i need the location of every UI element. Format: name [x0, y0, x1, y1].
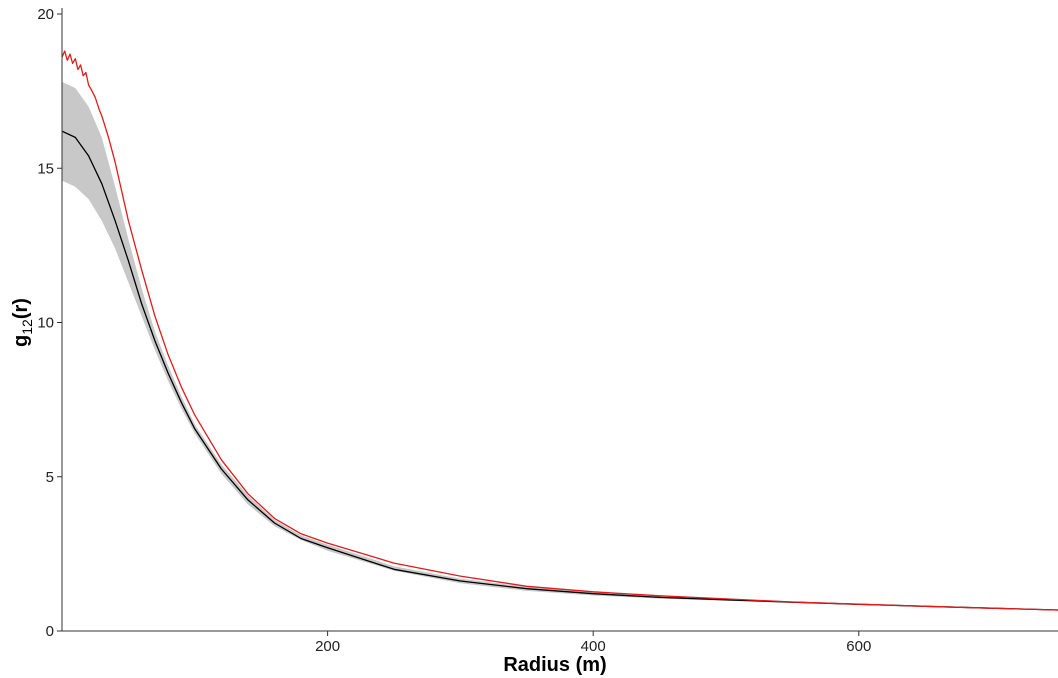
series-line-2: [61, 50, 1058, 611]
series-line-1: [61, 130, 1058, 611]
y-tick-label: 15: [37, 160, 54, 177]
y-axis-title-subscript: 12: [19, 319, 35, 335]
y-tick-label: 10: [37, 315, 54, 332]
y-tick-label: 0: [46, 623, 54, 640]
x-tick-label: 400: [581, 638, 606, 655]
simulation-envelope-band: [62, 81, 1058, 611]
y-axis-title-main: g: [10, 335, 32, 347]
axes: 200 400 600 0 5 10 15 20: [37, 6, 1058, 655]
plot-area: [61, 50, 1058, 611]
y-axis-title: g12(r): [10, 298, 35, 347]
y-tick-label: 20: [37, 6, 54, 23]
x-axis-title: Radius (m): [503, 654, 606, 676]
y-axis-title-suffix: (r): [10, 298, 32, 319]
x-tick-label: 600: [846, 638, 871, 655]
x-tick-label: 200: [315, 638, 340, 655]
y-tick-label: 5: [46, 469, 54, 486]
